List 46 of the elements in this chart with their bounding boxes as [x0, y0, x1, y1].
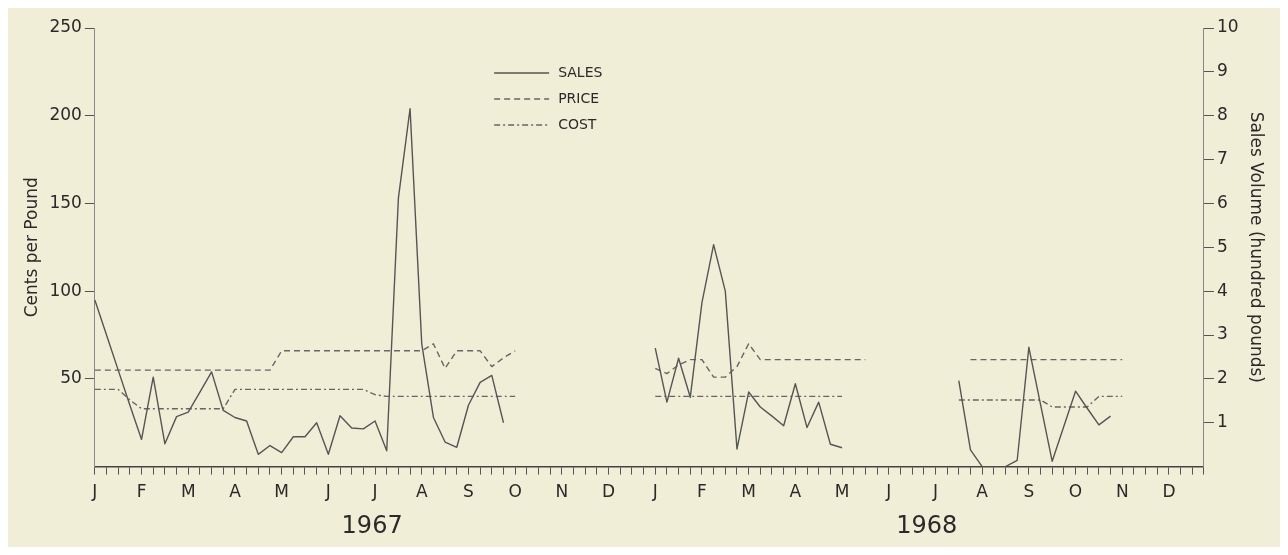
text: 1968 [896, 511, 958, 540]
x-tick-label: F [697, 481, 707, 502]
x-tick-label: J [371, 481, 378, 502]
x-tick-label: M [834, 481, 850, 502]
x-tick-label: D [1162, 481, 1176, 502]
y2-tick-label: 7 [1216, 148, 1228, 168]
x-tick-label: F [136, 481, 147, 502]
y-tick-label: 150 [49, 191, 82, 212]
legend-label: SALES [558, 63, 603, 80]
x-tick-label: J [651, 481, 658, 502]
x-tick-label: A [415, 481, 428, 502]
y-axis-title: Cents per Pound [20, 177, 41, 318]
x-tick-label: J [885, 481, 892, 502]
y-tick-label: 50 [60, 367, 82, 388]
x-tick-label: O [508, 481, 522, 502]
x-tick-label: O [1068, 481, 1083, 502]
y-tick-label: 100 [49, 279, 82, 300]
y2-axis-title: Sales Volume (hundred pounds) [1247, 111, 1268, 383]
x-tick-label: J [91, 481, 98, 502]
y2-tick-label: 2 [1216, 367, 1228, 388]
x-tick-label: S [463, 481, 474, 502]
y2-tick-label: 6 [1216, 191, 1228, 212]
y-tick-label: 250 [49, 16, 82, 37]
legend-label: COST [558, 115, 597, 132]
x-tick-label: J [931, 481, 938, 502]
y2-tick-label: 5 [1216, 235, 1228, 256]
x-tick-label: M [274, 481, 289, 502]
x-tick-label: N [555, 481, 569, 502]
y2-tick-label: 1 [1216, 411, 1228, 432]
x-tick-label: N [1115, 481, 1129, 502]
y2-tick-label: 8 [1216, 104, 1228, 125]
x-tick-label: D [602, 481, 616, 502]
text: 1967 [341, 511, 403, 540]
y2-tick-label: 4 [1216, 279, 1228, 300]
legend-label: PRICE [558, 89, 600, 106]
y2-tick-label: 10 [1216, 16, 1239, 37]
x-tick-label: A [229, 481, 242, 502]
x-tick-label: A [976, 481, 989, 502]
x-tick-label: M [180, 481, 196, 502]
x-tick-label: S [1023, 481, 1035, 502]
y-tick-label: 200 [49, 104, 82, 125]
x-tick-label: A [789, 481, 802, 502]
y2-tick-label: 3 [1216, 323, 1228, 344]
y2-tick-label: 9 [1216, 60, 1228, 81]
x-tick-label: J [324, 481, 331, 502]
x-tick-label: M [741, 481, 756, 502]
